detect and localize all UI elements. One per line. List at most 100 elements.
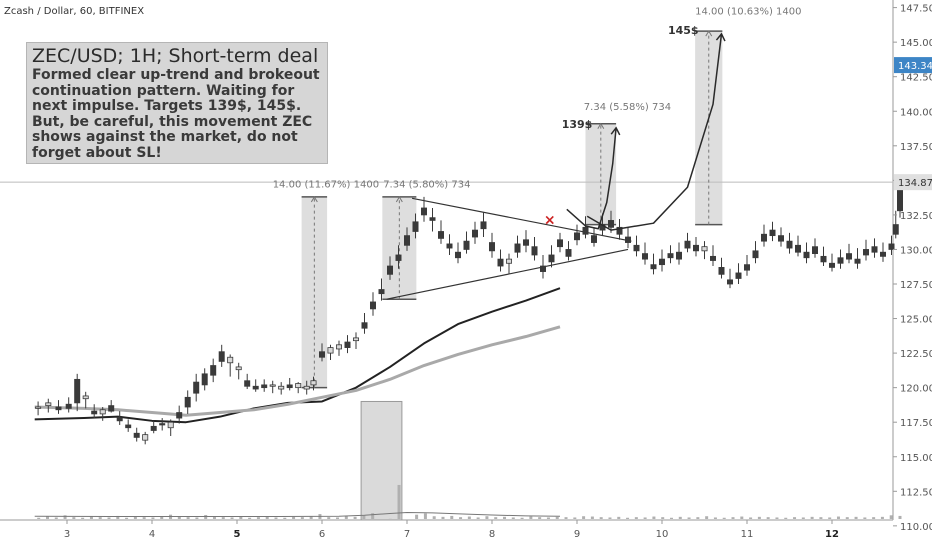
volume-bar: [810, 516, 814, 519]
projection-arrow: [566, 127, 617, 230]
candle: [142, 431, 149, 445]
price-label-text: 143.34: [898, 61, 932, 72]
candle-body: [778, 235, 785, 242]
moving-average-line: [34, 325, 561, 417]
candle: [269, 380, 276, 394]
candle: [252, 379, 259, 392]
candle-body: [642, 253, 649, 260]
x-tick-label: 11: [741, 529, 754, 540]
volume-bar: [423, 513, 427, 519]
candle-body: [116, 417, 123, 422]
volume-bar: [828, 517, 832, 519]
candle: [488, 232, 495, 258]
volume-bar: [476, 517, 480, 519]
candle: [108, 400, 115, 413]
candle-body: [565, 249, 572, 257]
volume-bar: [793, 517, 797, 519]
volume-bar: [274, 517, 278, 519]
candle: [235, 362, 242, 380]
candle: [820, 246, 827, 267]
volume-bar: [177, 516, 181, 519]
volume-bar: [441, 516, 445, 519]
volume-bar: [125, 517, 129, 519]
candle: [710, 245, 717, 267]
candle-body: [386, 265, 393, 275]
candle-body: [278, 385, 285, 390]
candle-body: [142, 434, 149, 441]
candle-body: [395, 254, 402, 261]
candle-body: [540, 265, 547, 272]
candle: [659, 249, 666, 272]
volume-bar: [221, 517, 225, 519]
candle-body: [735, 272, 742, 279]
candle: [752, 241, 759, 264]
candle: [429, 207, 436, 232]
candle-body: [74, 378, 81, 404]
candle: [523, 230, 530, 253]
candle-body: [659, 258, 666, 266]
candle: [227, 354, 234, 377]
breakout-marker: ×: [544, 212, 556, 228]
volume-bar: [371, 513, 375, 519]
candle: [735, 263, 742, 284]
y-tick-label: 122.50: [900, 349, 932, 360]
volume-bar: [485, 516, 489, 519]
candle-body: [820, 255, 827, 263]
volume-bar: [98, 517, 102, 519]
candle: [582, 216, 589, 239]
volume-bar: [45, 516, 49, 519]
candle: [480, 212, 487, 238]
candle-body: [99, 409, 106, 415]
candle: [846, 243, 853, 264]
candle: [642, 242, 649, 265]
candle-body: [497, 258, 504, 267]
candle-body: [35, 406, 42, 409]
candle: [684, 232, 691, 253]
candle-body: [608, 220, 615, 228]
candle-body: [795, 244, 802, 253]
candle-body: [463, 240, 470, 250]
candle-body: [488, 242, 495, 252]
candle-body: [752, 250, 759, 259]
candle: [327, 344, 334, 361]
candle: [116, 411, 123, 425]
candle-body: [837, 257, 844, 264]
candle-body: [548, 254, 555, 263]
candle: [744, 254, 751, 276]
volume-bar: [819, 517, 823, 519]
volume-bar: [511, 517, 515, 519]
candle-body: [454, 251, 461, 259]
candle-body: [650, 264, 657, 270]
x-tick-label: 4: [149, 529, 155, 540]
y-tick-label: 137.50: [900, 142, 932, 153]
volume-bar: [880, 516, 884, 519]
volume-bar: [89, 516, 93, 519]
candle: [369, 292, 376, 316]
volume-bar: [415, 514, 419, 519]
x-tick-label: 8: [489, 529, 495, 540]
volume-bar: [529, 516, 533, 519]
target-label: 145$: [668, 24, 699, 37]
candle-body: [210, 365, 217, 376]
volume-bar: [212, 516, 216, 519]
candle-body: [744, 264, 751, 271]
candle: [35, 401, 42, 416]
volume-bar: [265, 516, 269, 519]
candle: [295, 382, 302, 394]
candle: [125, 419, 132, 432]
candle: [880, 242, 887, 262]
volume-bar: [590, 516, 594, 519]
candle: [176, 405, 183, 424]
candle-body: [684, 240, 691, 249]
candle: [210, 358, 217, 383]
volume-bar: [889, 515, 893, 519]
price-label-text: 134.87: [898, 178, 932, 189]
candle: [701, 241, 708, 260]
candle-body: [829, 262, 836, 268]
candle-body: [854, 258, 861, 264]
volume-bar: [713, 517, 717, 519]
candle-body: [327, 347, 334, 354]
candle: [167, 419, 174, 437]
candle-body: [344, 341, 351, 348]
